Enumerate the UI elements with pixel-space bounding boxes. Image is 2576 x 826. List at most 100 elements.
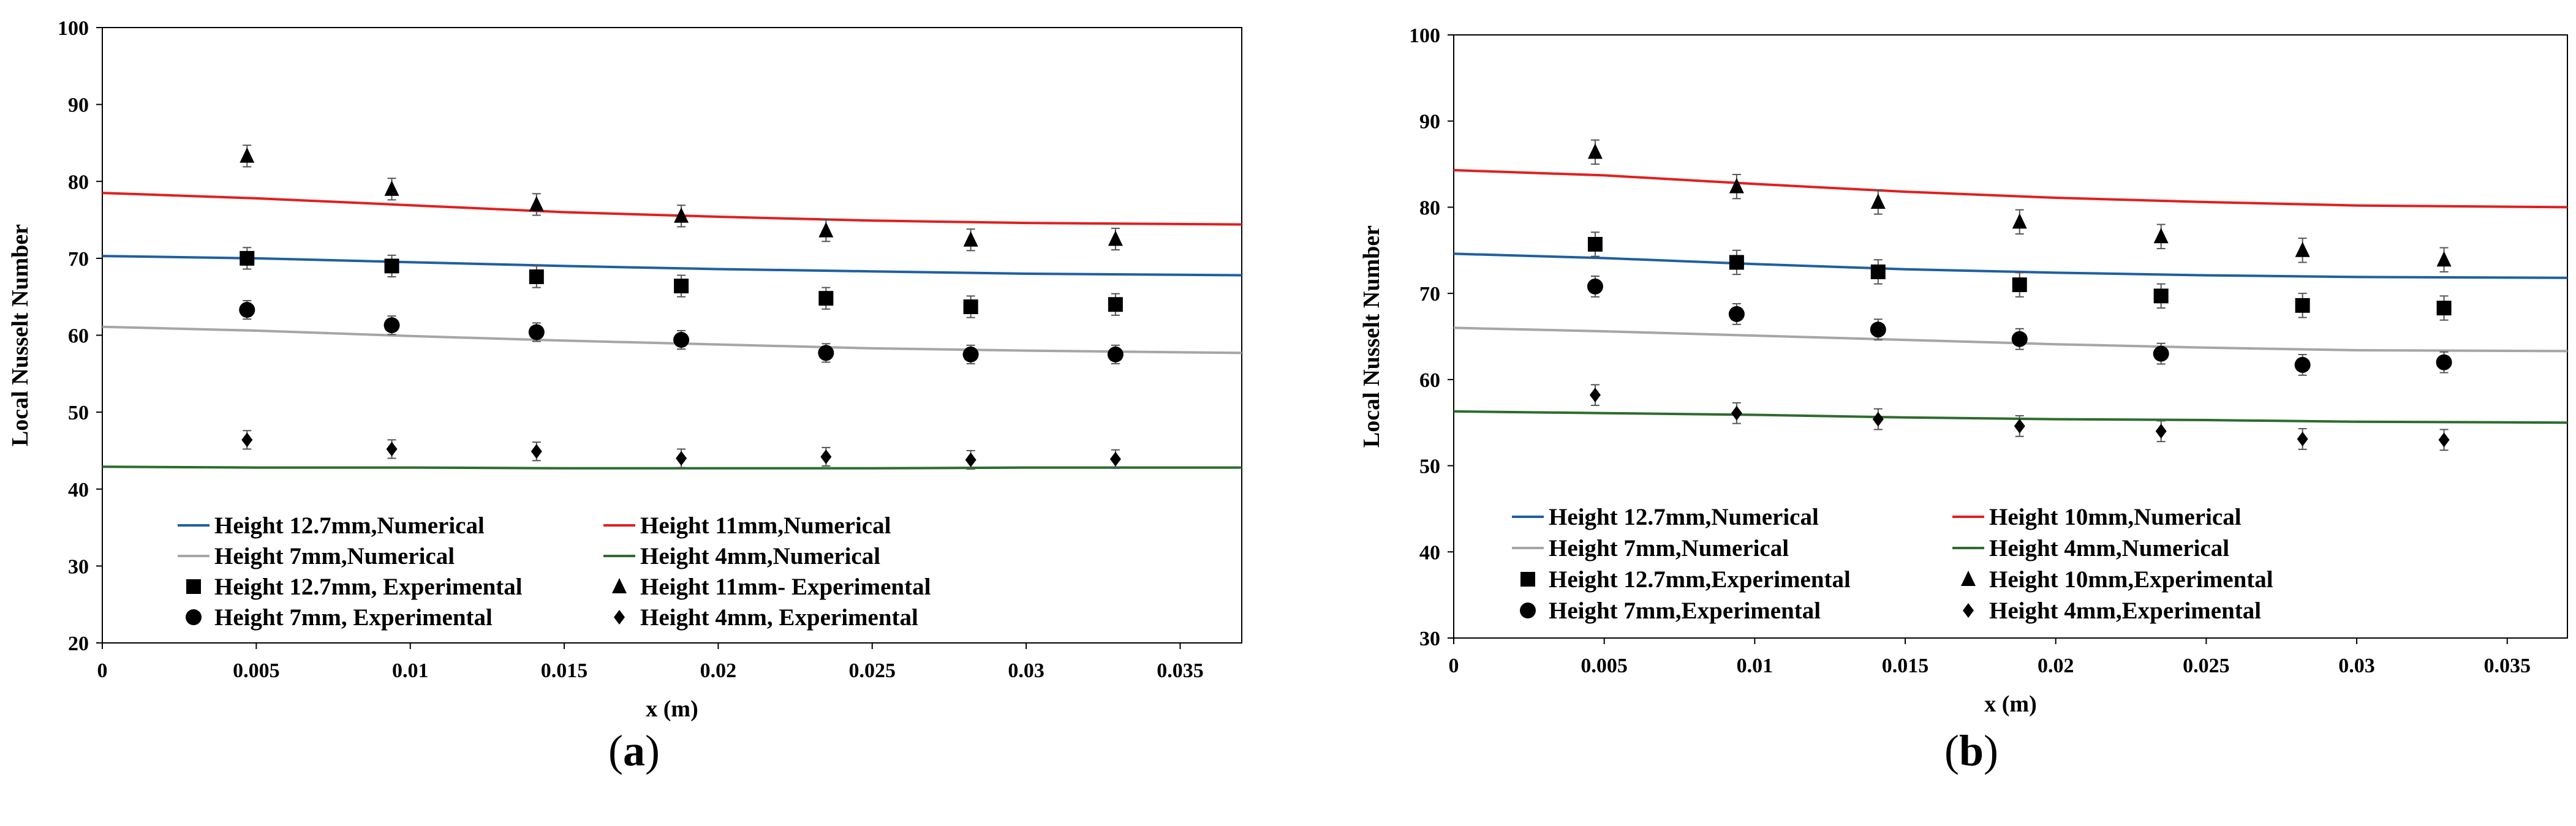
data-point-triangle	[1587, 143, 1603, 159]
x-tick-label: 0.025	[849, 659, 896, 682]
legend-label: Height 4mm,Numerical	[640, 543, 880, 569]
data-point-square	[2436, 301, 2452, 316]
legend-label: Height 7mm,Experimental	[1549, 598, 1821, 624]
legend-marker-circle	[1520, 603, 1536, 618]
legend-label: Height 4mm,Experimental	[1989, 598, 2261, 624]
legend-label: Height 12.7mm, Experimental	[214, 574, 523, 600]
legend-marker-square	[1520, 572, 1535, 587]
legend-label: Height 7mm,Numerical	[1549, 535, 1789, 561]
series-line-2	[102, 192, 1242, 226]
data-point-square	[384, 258, 399, 274]
legend-marker-triangle	[612, 578, 627, 593]
legend-marker-square	[186, 579, 201, 594]
plot-area	[1453, 34, 2568, 639]
data-point-circle	[818, 345, 834, 361]
data-point-diamond	[386, 441, 398, 457]
data-point-diamond	[676, 451, 687, 466]
legend-label: Height 11mm- Experimental	[640, 574, 931, 600]
series-line-4	[102, 465, 1242, 470]
series-line-1	[102, 255, 1242, 277]
y-tick-label: 90	[1419, 111, 1440, 133]
data-point-triangle	[2012, 213, 2027, 229]
x-tick-label: 0.025	[2183, 655, 2230, 677]
y-tick-label: 30	[68, 555, 89, 578]
y-tick-label: 90	[68, 94, 89, 117]
data-point-square	[2153, 288, 2169, 304]
legend-marker-triangle	[1961, 571, 1976, 586]
data-point-circle	[1728, 306, 1745, 322]
data-point-circle	[1870, 321, 1886, 338]
legend-label: Height 4mm,Numerical	[1989, 535, 2229, 561]
data-point-square	[2295, 298, 2310, 313]
data-point-diamond	[820, 449, 832, 464]
data-point-diamond	[1109, 451, 1121, 467]
data-point-circle	[962, 346, 979, 362]
data-point-circle	[383, 317, 400, 334]
data-point-diamond	[2155, 424, 2167, 439]
legend-marker-diamond	[1963, 603, 1974, 618]
data-point-diamond	[241, 432, 253, 448]
legend-label: Height 7mm,Numerical	[214, 543, 455, 569]
y-tick-label: 70	[68, 248, 89, 271]
series-line-1	[1453, 252, 2568, 279]
y-tick-label: 70	[1419, 283, 1440, 306]
x-axis-label: x (m)	[646, 696, 698, 722]
x-tick-label: 0.005	[233, 659, 280, 682]
data-point-triangle	[240, 147, 255, 163]
data-point-circle	[2436, 354, 2452, 370]
x-axis-label: x (m)	[1984, 691, 2036, 717]
y-axis-label: Local Nusselt Number	[7, 224, 33, 446]
data-point-square	[1587, 236, 1603, 252]
data-point-square	[674, 279, 689, 294]
data-point-triangle	[963, 231, 978, 247]
data-point-circle	[2153, 345, 2169, 362]
x-tick-label: 0	[1449, 655, 1459, 677]
data-point-square	[240, 250, 255, 266]
data-point-triangle	[1729, 178, 1744, 193]
x-tick-label: 0.035	[1157, 659, 1204, 682]
panel-label: (b)	[1944, 726, 1998, 775]
data-point-circle	[2294, 356, 2311, 373]
y-axis-label: Local Nusselt Number	[1359, 225, 1384, 448]
x-tick-label: 0.015	[541, 659, 588, 682]
y-tick-label: 100	[1409, 24, 1440, 47]
data-point-diamond	[531, 444, 542, 459]
y-tick-label: 40	[1419, 541, 1440, 564]
data-point-diamond	[2438, 432, 2450, 448]
x-tick-label: 0.03	[1008, 659, 1044, 682]
chart-panel-a: 20 30 40 50 60 70 80 90 100 0 0.005 0.01 0.015 0.02 0.…	[7, 17, 1242, 775]
data-point-triangle	[2295, 241, 2310, 257]
y-tick-label: 50	[68, 402, 89, 424]
series-line-3	[1453, 326, 2568, 353]
data-point-triangle	[2436, 251, 2452, 267]
legend-label: Height 4mm, Experimental	[640, 604, 918, 631]
data-point-triangle	[818, 222, 834, 238]
data-point-triangle	[674, 207, 689, 223]
legend-label: Height 7mm, Experimental	[214, 604, 493, 631]
data-point-triangle	[2153, 228, 2169, 244]
data-point-diamond	[1872, 411, 1884, 427]
data-point-square	[1108, 297, 1123, 312]
y-tick-label: 80	[1419, 197, 1440, 219]
legend-label: Height 12.7mm,Numerical	[1549, 504, 1819, 530]
data-point-triangle	[1870, 193, 1886, 209]
data-point-square	[963, 299, 978, 315]
panel-label: (a)	[608, 726, 660, 775]
series-line-3	[102, 325, 1242, 355]
legend-marker-circle	[186, 609, 202, 625]
data-point-diamond	[1731, 405, 1742, 421]
data-point-diamond	[2297, 431, 2308, 446]
y-tick-label: 50	[1419, 456, 1440, 478]
data-point-square	[818, 291, 834, 306]
x-tick-label: 0.02	[700, 659, 737, 682]
chart-panel-b: 30 40 50 60 70 80 90 100 0 0.005 0.01 0.015 0.02 0.02…	[1359, 24, 2568, 775]
y-tick-label: 40	[68, 479, 89, 501]
series-line-4	[1453, 410, 2568, 424]
data-point-circle	[239, 302, 255, 318]
legend-label: Height 11mm,Numerical	[640, 512, 891, 539]
data-point-circle	[2011, 331, 2028, 347]
x-tick-label: 0.01	[1737, 655, 1773, 677]
x-tick-label: 0.01	[392, 659, 429, 682]
x-tick-label: 0.035	[2483, 655, 2531, 677]
